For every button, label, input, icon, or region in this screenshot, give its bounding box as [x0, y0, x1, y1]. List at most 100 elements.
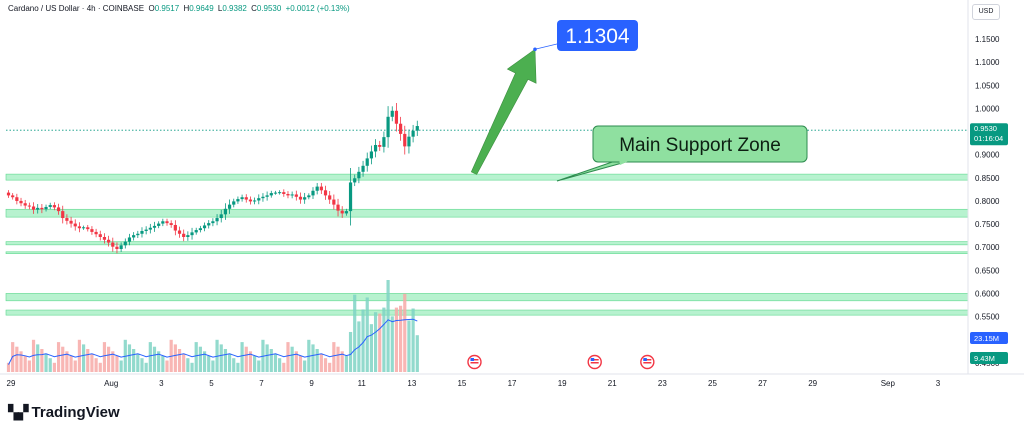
- candle: [390, 110, 394, 117]
- candle: [398, 123, 403, 134]
- candle: [227, 204, 232, 209]
- volume-bar: [382, 307, 386, 372]
- candle: [144, 229, 148, 231]
- volume-bar: [332, 342, 336, 372]
- x-tick-label: 5: [209, 379, 214, 388]
- volume-bar: [386, 280, 390, 372]
- volume-bar: [52, 362, 56, 372]
- volume-bar: [323, 358, 328, 372]
- x-tick-label: 11: [358, 379, 367, 388]
- volume-bar: [269, 349, 273, 372]
- volume-bar: [107, 346, 111, 372]
- candle: [132, 235, 136, 238]
- tradingview-logo[interactable]: ▚▞ TradingView: [8, 404, 120, 421]
- x-tick-label: 23: [658, 379, 667, 388]
- candle: [332, 199, 336, 205]
- close-label: C: [251, 4, 257, 13]
- open-value: 0.9517: [154, 4, 180, 13]
- candle: [98, 234, 102, 237]
- volume-bar: [81, 344, 86, 372]
- candle: [148, 227, 152, 230]
- candle: [194, 230, 198, 233]
- candle: [219, 214, 223, 219]
- x-tick-label: Aug: [104, 379, 118, 388]
- price-chart[interactable]: 1.1304 Main Support Zone 1.1500 1.1000 1.05…: [0, 0, 1024, 400]
- candle: [207, 223, 211, 226]
- candle: [382, 137, 386, 147]
- candle: [265, 195, 269, 197]
- candle: [394, 110, 399, 124]
- volume-bar: [282, 362, 286, 372]
- candle: [223, 208, 228, 215]
- volume-bar: [378, 313, 382, 372]
- currency-button[interactable]: USD: [972, 4, 1000, 20]
- x-tick-label: 9: [309, 379, 314, 388]
- volume-bar: [190, 362, 194, 372]
- volume-bar: [253, 355, 257, 372]
- candle: [107, 239, 111, 243]
- low-value: 0.9382: [222, 4, 247, 13]
- candle: [123, 241, 127, 246]
- candle: [69, 220, 73, 224]
- volume-label-2: 9.43M: [974, 354, 995, 363]
- candle: [15, 197, 19, 201]
- volume-bar: [194, 342, 198, 372]
- x-tick-label: 3: [936, 379, 941, 388]
- candle: [286, 194, 290, 196]
- volume-bar: [303, 360, 307, 372]
- candle: [311, 190, 315, 196]
- volume-bar: [278, 358, 282, 372]
- volume-bar: [6, 362, 11, 372]
- candle: [119, 245, 123, 250]
- x-tick-label: 17: [508, 379, 517, 388]
- volume-bar: [161, 355, 165, 372]
- volume-bar: [373, 312, 378, 372]
- x-tick-label: 19: [558, 379, 567, 388]
- volume-bar: [148, 342, 152, 372]
- candle: [23, 203, 27, 206]
- volume-bar: [319, 353, 323, 372]
- volume-bar: [19, 351, 23, 372]
- candle: [90, 229, 94, 232]
- volume-bar: [207, 355, 211, 372]
- volume-bar: [223, 349, 228, 372]
- volume-bar: [111, 351, 115, 372]
- candle: [336, 204, 340, 211]
- volume-bar: [136, 353, 140, 372]
- candle: [6, 192, 11, 196]
- last-price-badge: [970, 123, 1008, 146]
- candle: [36, 207, 40, 210]
- volume-badge: [970, 332, 1008, 344]
- volume-bar: [411, 308, 415, 372]
- candle: [365, 158, 369, 166]
- volume-bar: [65, 351, 69, 372]
- volume-bar: [198, 346, 202, 372]
- candle: [253, 200, 257, 202]
- support-zone: [5, 173, 969, 181]
- candle: [403, 133, 407, 147]
- candle: [278, 192, 282, 194]
- volume-bar: [211, 360, 215, 372]
- volume-bar: [94, 358, 98, 372]
- candle: [52, 205, 56, 208]
- candle: [240, 197, 244, 200]
- volume-bar: [115, 355, 119, 372]
- high-value: 0.9649: [189, 4, 214, 13]
- volume-bar: [61, 346, 65, 372]
- candle: [315, 186, 319, 191]
- candle: [353, 178, 357, 183]
- volume-bar: [353, 294, 357, 372]
- candle: [111, 242, 115, 247]
- volume-bar: [132, 349, 136, 372]
- candle: [373, 144, 378, 152]
- candle: [303, 197, 307, 200]
- y-tick-label: 0.8000: [975, 197, 1000, 206]
- candle: [307, 195, 311, 198]
- volume-bar: [244, 346, 248, 372]
- volume-bar: [257, 360, 261, 372]
- candle: [378, 144, 382, 147]
- volume-bar: [144, 362, 148, 372]
- target-arrow-icon: [470, 48, 537, 175]
- x-tick-label: 29: [7, 379, 16, 388]
- volume-bar: [56, 342, 61, 372]
